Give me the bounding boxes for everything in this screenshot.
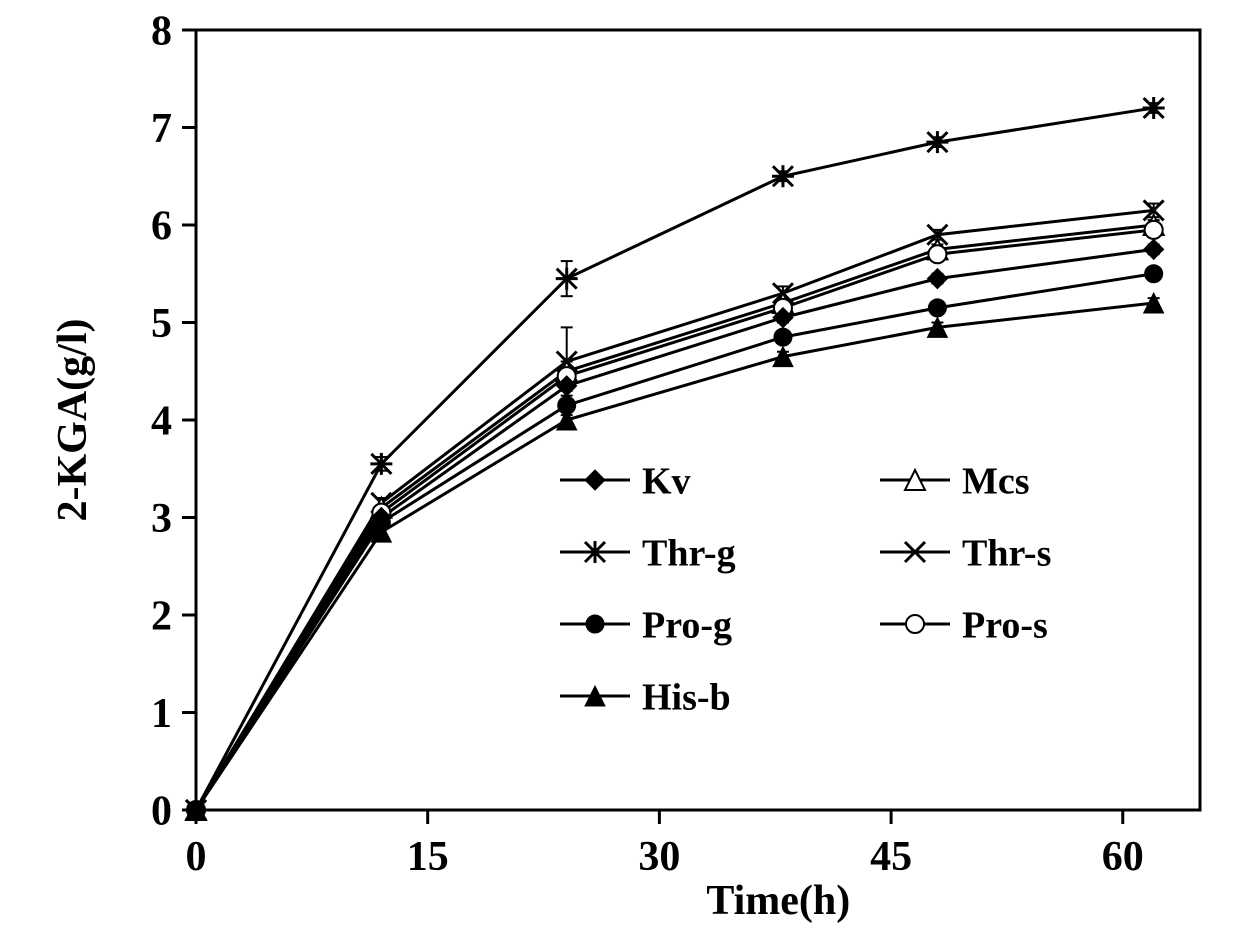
y-tick-label: 7 [151, 106, 172, 152]
series-line-mcs [196, 225, 1154, 810]
legend-label-thr-g: Thr-g [642, 532, 736, 574]
x-tick-label: 15 [407, 834, 449, 880]
error-bars [375, 103, 1159, 537]
y-tick-label: 2 [151, 594, 172, 640]
legend-label-his-b: His-b [642, 676, 731, 718]
y-tick-label: 4 [151, 399, 172, 445]
y-tick-label: 1 [151, 691, 172, 737]
legend: Kv Mcs Thr-g Thr-s Pro-g Pro-s His-b [560, 460, 1051, 718]
line-chart: 015304560012345678 KvMcsThr-gThr-sPro-gP… [0, 0, 1240, 952]
y-axis-label: 2-KGA(g/l) [50, 319, 96, 522]
legend-label-kv: Kv [642, 460, 691, 502]
legend-label-mcs: Mcs [962, 460, 1030, 502]
x-tick-label: 60 [1102, 834, 1144, 880]
series-line-pro-s [196, 230, 1154, 810]
chart-container: 015304560012345678 KvMcsThr-gThr-sPro-gP… [0, 0, 1240, 952]
axis-ticks: 015304560012345678 [151, 9, 1144, 880]
x-tick-label: 0 [186, 834, 207, 880]
y-tick-label: 6 [151, 204, 172, 250]
y-tick-label: 0 [151, 789, 172, 835]
series-line-thr-s [196, 210, 1154, 810]
y-tick-label: 3 [151, 496, 172, 542]
series-line-kv [196, 249, 1154, 810]
legend-label-pro-g: Pro-g [642, 604, 732, 646]
x-tick-label: 45 [870, 834, 912, 880]
legend-label-pro-s: Pro-s [962, 604, 1048, 646]
x-tick-label: 30 [638, 834, 680, 880]
y-tick-label: 5 [151, 301, 172, 347]
x-axis-label: Time(h) [706, 878, 850, 924]
legend-label-thr-s: Thr-s [962, 532, 1051, 574]
y-tick-label: 8 [151, 9, 172, 55]
